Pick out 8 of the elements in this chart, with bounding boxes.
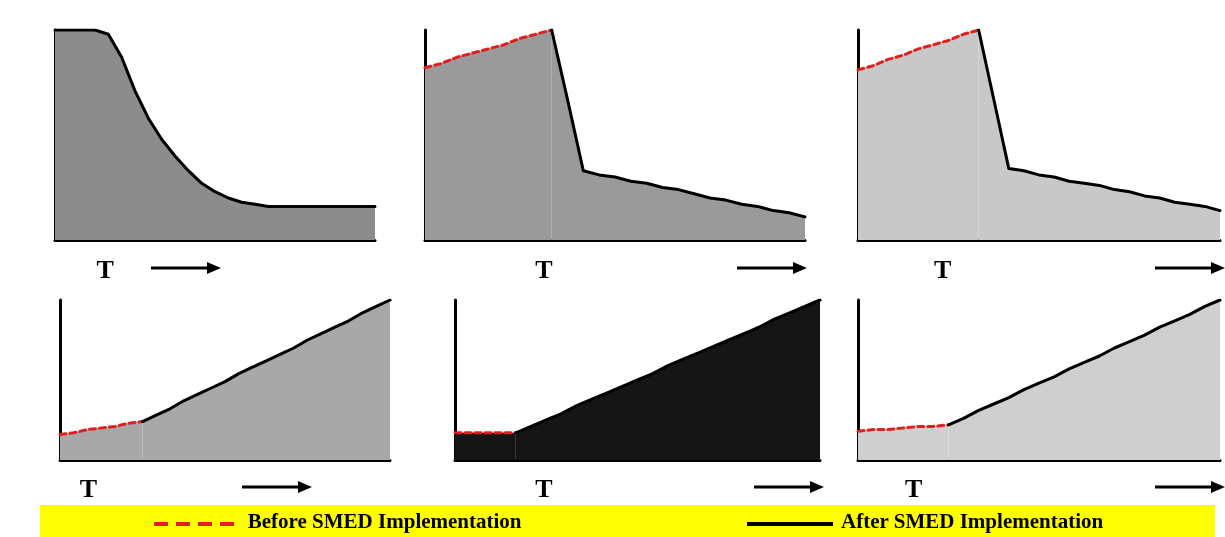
x-axis-title: T xyxy=(96,254,114,284)
legend-label: After SMED Implementation xyxy=(841,508,1104,534)
x-axis-title: T xyxy=(934,254,952,284)
legend-label: Before SMED Implementation xyxy=(247,508,522,534)
x-axis-title: T xyxy=(905,473,923,503)
x-axis-title: T xyxy=(535,473,553,503)
x-axis-title: T xyxy=(535,254,553,284)
x-axis-title: T xyxy=(79,473,98,503)
